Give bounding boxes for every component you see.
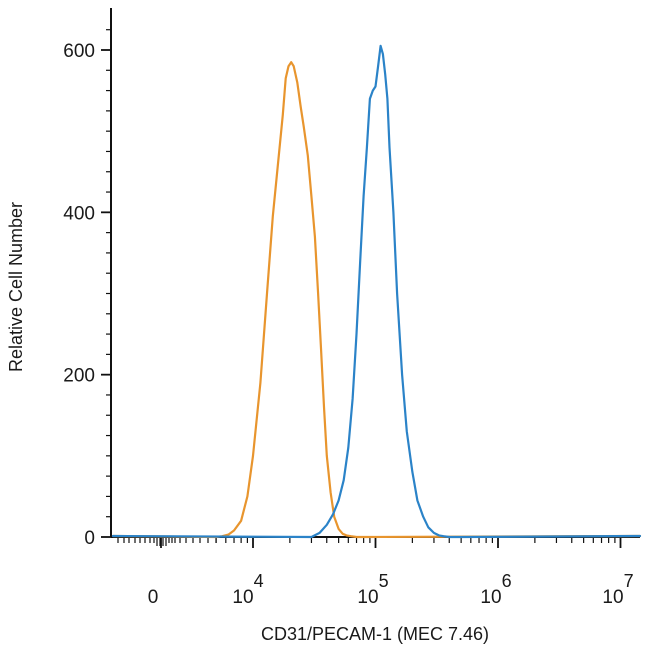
x-tick-label: 0: [148, 587, 159, 608]
x-axis-title: CD31/PECAM-1 (MEC 7.46): [261, 624, 489, 644]
x-tick-label: 106: [480, 571, 511, 608]
y-tick-label: 200: [63, 366, 95, 387]
y-axis-title: Relative Cell Number: [6, 202, 26, 372]
x-axis: [111, 536, 640, 548]
series-blue-line: [111, 44, 642, 539]
x-tick-label: 107: [602, 571, 633, 608]
plot-series: [111, 44, 642, 539]
y-tick-label: 600: [63, 41, 95, 62]
x-tick-label: 105: [357, 571, 388, 608]
y-axis: [101, 8, 112, 538]
x-tick-label: 104: [232, 571, 263, 608]
tick-labels: 0 200 400 600 0 104 105 106 107: [63, 41, 633, 608]
y-tick-label: 400: [63, 203, 95, 224]
series-orange-line: [111, 61, 642, 539]
y-tick-label: 0: [84, 528, 95, 549]
